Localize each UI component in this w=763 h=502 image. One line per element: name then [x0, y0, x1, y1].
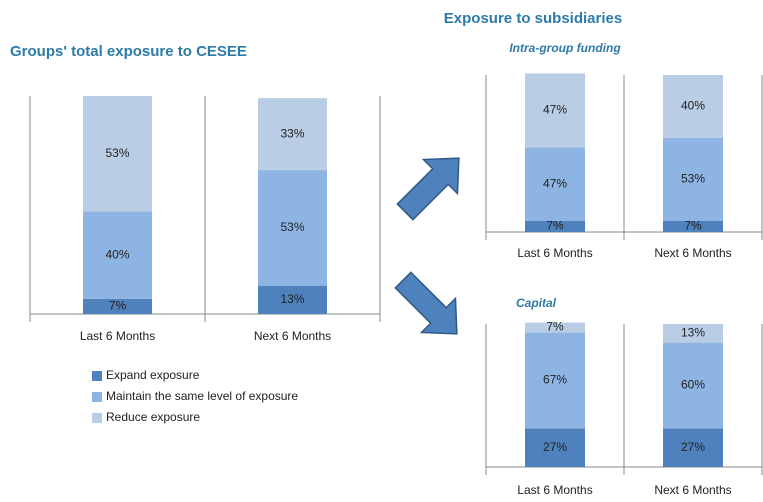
- x-tick-label: Last 6 Months: [80, 329, 155, 343]
- bar-segment: [525, 73, 585, 148]
- value-label: 7%: [684, 219, 702, 233]
- legend-swatch: [92, 413, 102, 423]
- value-label: 27%: [543, 440, 567, 454]
- x-tick-label: Next 6 Months: [654, 246, 731, 260]
- bar-segment: [525, 322, 585, 333]
- value-label: 53%: [280, 220, 304, 234]
- bar-segment: [83, 96, 152, 212]
- legend-label: Expand exposure: [106, 368, 200, 382]
- bar-segment: [663, 75, 723, 138]
- chart-title: Groups' total exposure to CESEE: [10, 43, 247, 60]
- bar-segment: [663, 428, 723, 467]
- bar-segment: [83, 211, 152, 299]
- x-tick-label: Last 6 Months: [517, 483, 592, 497]
- value-label: 13%: [681, 325, 705, 339]
- value-label: 7%: [546, 320, 564, 334]
- arrows: [394, 157, 460, 335]
- arrow-up-right: [396, 157, 460, 221]
- bar-segment: [83, 298, 152, 314]
- bar-segment: [663, 137, 723, 222]
- x-tick-label: Last 6 Months: [517, 246, 592, 260]
- value-label: 60%: [681, 378, 705, 392]
- value-label: 40%: [105, 247, 129, 261]
- value-label: 67%: [543, 373, 567, 387]
- legend-swatch: [92, 371, 102, 381]
- legend-swatch: [92, 392, 102, 402]
- bar-segment: [663, 221, 723, 232]
- bar-segment: [663, 324, 723, 343]
- bar-segment: [663, 342, 723, 429]
- bar-segment: [525, 332, 585, 429]
- arrow-down-right: [394, 271, 458, 335]
- bar-segment: [258, 98, 327, 171]
- x-tick-label: Next 6 Months: [654, 483, 731, 497]
- value-label: 53%: [681, 172, 705, 186]
- chart-title: Capital: [516, 296, 557, 310]
- value-label: 47%: [543, 176, 567, 190]
- bar-segment: [258, 285, 327, 314]
- bar-segment: [525, 147, 585, 222]
- heading: Exposure to subsidiaries: [444, 10, 622, 27]
- value-label: 47%: [543, 102, 567, 116]
- value-label: 27%: [681, 440, 705, 454]
- value-label: 33%: [280, 126, 304, 140]
- value-label: 7%: [546, 219, 564, 233]
- chart-title: Intra-group funding: [509, 41, 621, 55]
- bar-segment: [525, 221, 585, 232]
- legend-label: Reduce exposure: [106, 410, 200, 424]
- legend-label: Maintain the same level of exposure: [106, 389, 298, 403]
- value-label: 13%: [280, 292, 304, 306]
- value-label: 53%: [105, 146, 129, 160]
- value-label: 7%: [109, 299, 127, 313]
- x-tick-label: Next 6 Months: [254, 329, 331, 343]
- bar-segment: [258, 170, 327, 286]
- value-label: 40%: [681, 99, 705, 113]
- bar-segment: [525, 428, 585, 467]
